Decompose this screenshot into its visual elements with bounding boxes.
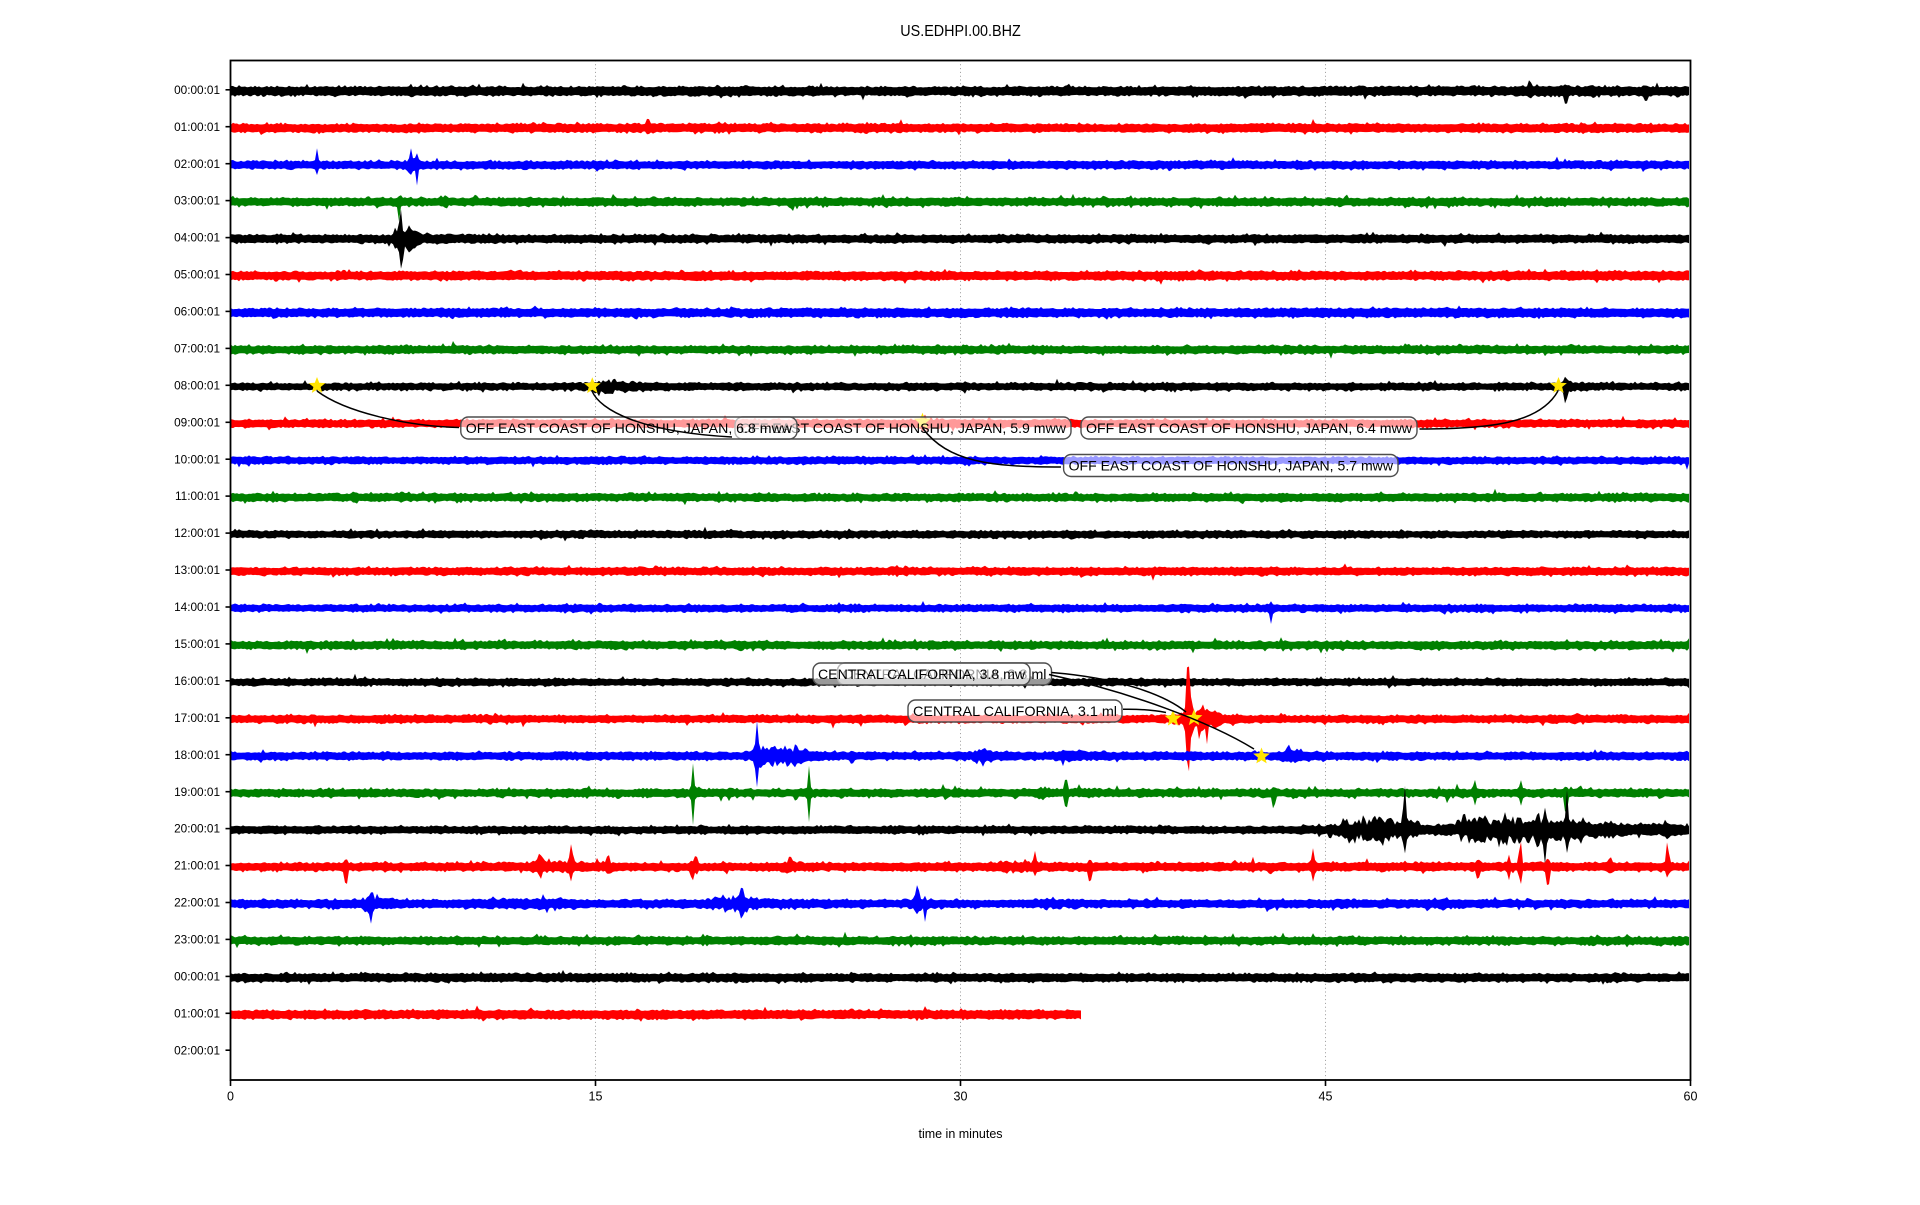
svg-text:02:00:01: 02:00:01 bbox=[174, 1043, 220, 1057]
svg-text:21:00:01: 21:00:01 bbox=[174, 859, 220, 873]
svg-text:04:00:01: 04:00:01 bbox=[174, 231, 220, 245]
svg-text:CENTRAL CALIFORNIA, 3.1 ml: CENTRAL CALIFORNIA, 3.1 ml bbox=[913, 703, 1117, 719]
svg-text:00:00:01: 00:00:01 bbox=[174, 83, 220, 97]
svg-text:16:00:01: 16:00:01 bbox=[174, 674, 220, 688]
svg-text:20:00:01: 20:00:01 bbox=[174, 822, 220, 836]
svg-text:18:00:01: 18:00:01 bbox=[174, 748, 220, 762]
svg-text:time in minutes: time in minutes bbox=[918, 1127, 1002, 1141]
svg-text:US.EDHPI.00.BHZ: US.EDHPI.00.BHZ bbox=[900, 23, 1021, 40]
svg-text:45: 45 bbox=[1319, 1090, 1333, 1104]
svg-text:11:00:01: 11:00:01 bbox=[175, 489, 220, 503]
svg-text:06:00:01: 06:00:01 bbox=[174, 305, 220, 319]
svg-text:07:00:01: 07:00:01 bbox=[174, 342, 220, 356]
svg-text:60: 60 bbox=[1684, 1090, 1698, 1104]
svg-text:19:00:01: 19:00:01 bbox=[174, 785, 220, 799]
svg-text:14:00:01: 14:00:01 bbox=[174, 600, 220, 614]
svg-text:03:00:01: 03:00:01 bbox=[174, 194, 220, 208]
svg-text:10:00:01: 10:00:01 bbox=[174, 452, 220, 466]
svg-text:OFF EAST COAST OF HONSHU, JAPA: OFF EAST COAST OF HONSHU, JAPAN, 6.4 mww bbox=[1086, 420, 1413, 436]
svg-text:12:00:01: 12:00:01 bbox=[174, 526, 220, 540]
svg-text:0: 0 bbox=[227, 1090, 234, 1104]
svg-text:08:00:01: 08:00:01 bbox=[174, 378, 220, 392]
svg-text:13:00:01: 13:00:01 bbox=[174, 563, 220, 577]
svg-text:CENTRAL CALIFORNIA, 3.8 mw: CENTRAL CALIFORNIA, 3.8 mw bbox=[818, 666, 1026, 682]
svg-text:OFF EAST COAST OF HONSHU, JAPA: OFF EAST COAST OF HONSHU, JAPAN, 5.9 mww bbox=[740, 420, 1067, 436]
svg-text:00:00:01: 00:00:01 bbox=[174, 970, 220, 984]
svg-text:23:00:01: 23:00:01 bbox=[174, 933, 220, 947]
svg-text:17:00:01: 17:00:01 bbox=[174, 711, 220, 725]
svg-text:02:00:01: 02:00:01 bbox=[174, 157, 220, 171]
svg-text:OFF EAST COAST OF HONSHU, JAPA: OFF EAST COAST OF HONSHU, JAPAN, 5.7 mww bbox=[1069, 458, 1394, 474]
svg-text:05:00:01: 05:00:01 bbox=[174, 268, 220, 282]
svg-text:22:00:01: 22:00:01 bbox=[174, 896, 220, 910]
svg-text:01:00:01: 01:00:01 bbox=[174, 120, 220, 134]
svg-text:09:00:01: 09:00:01 bbox=[174, 415, 220, 429]
svg-text:30: 30 bbox=[954, 1090, 968, 1104]
svg-text:15:00:01: 15:00:01 bbox=[174, 637, 220, 651]
svg-text:01:00:01: 01:00:01 bbox=[174, 1006, 220, 1020]
svg-text:15: 15 bbox=[589, 1090, 603, 1104]
svg-text:OFF EAST COAST OF HONSHU, JAPA: OFF EAST COAST OF HONSHU, JAPAN, 6.8 mww bbox=[466, 420, 793, 436]
